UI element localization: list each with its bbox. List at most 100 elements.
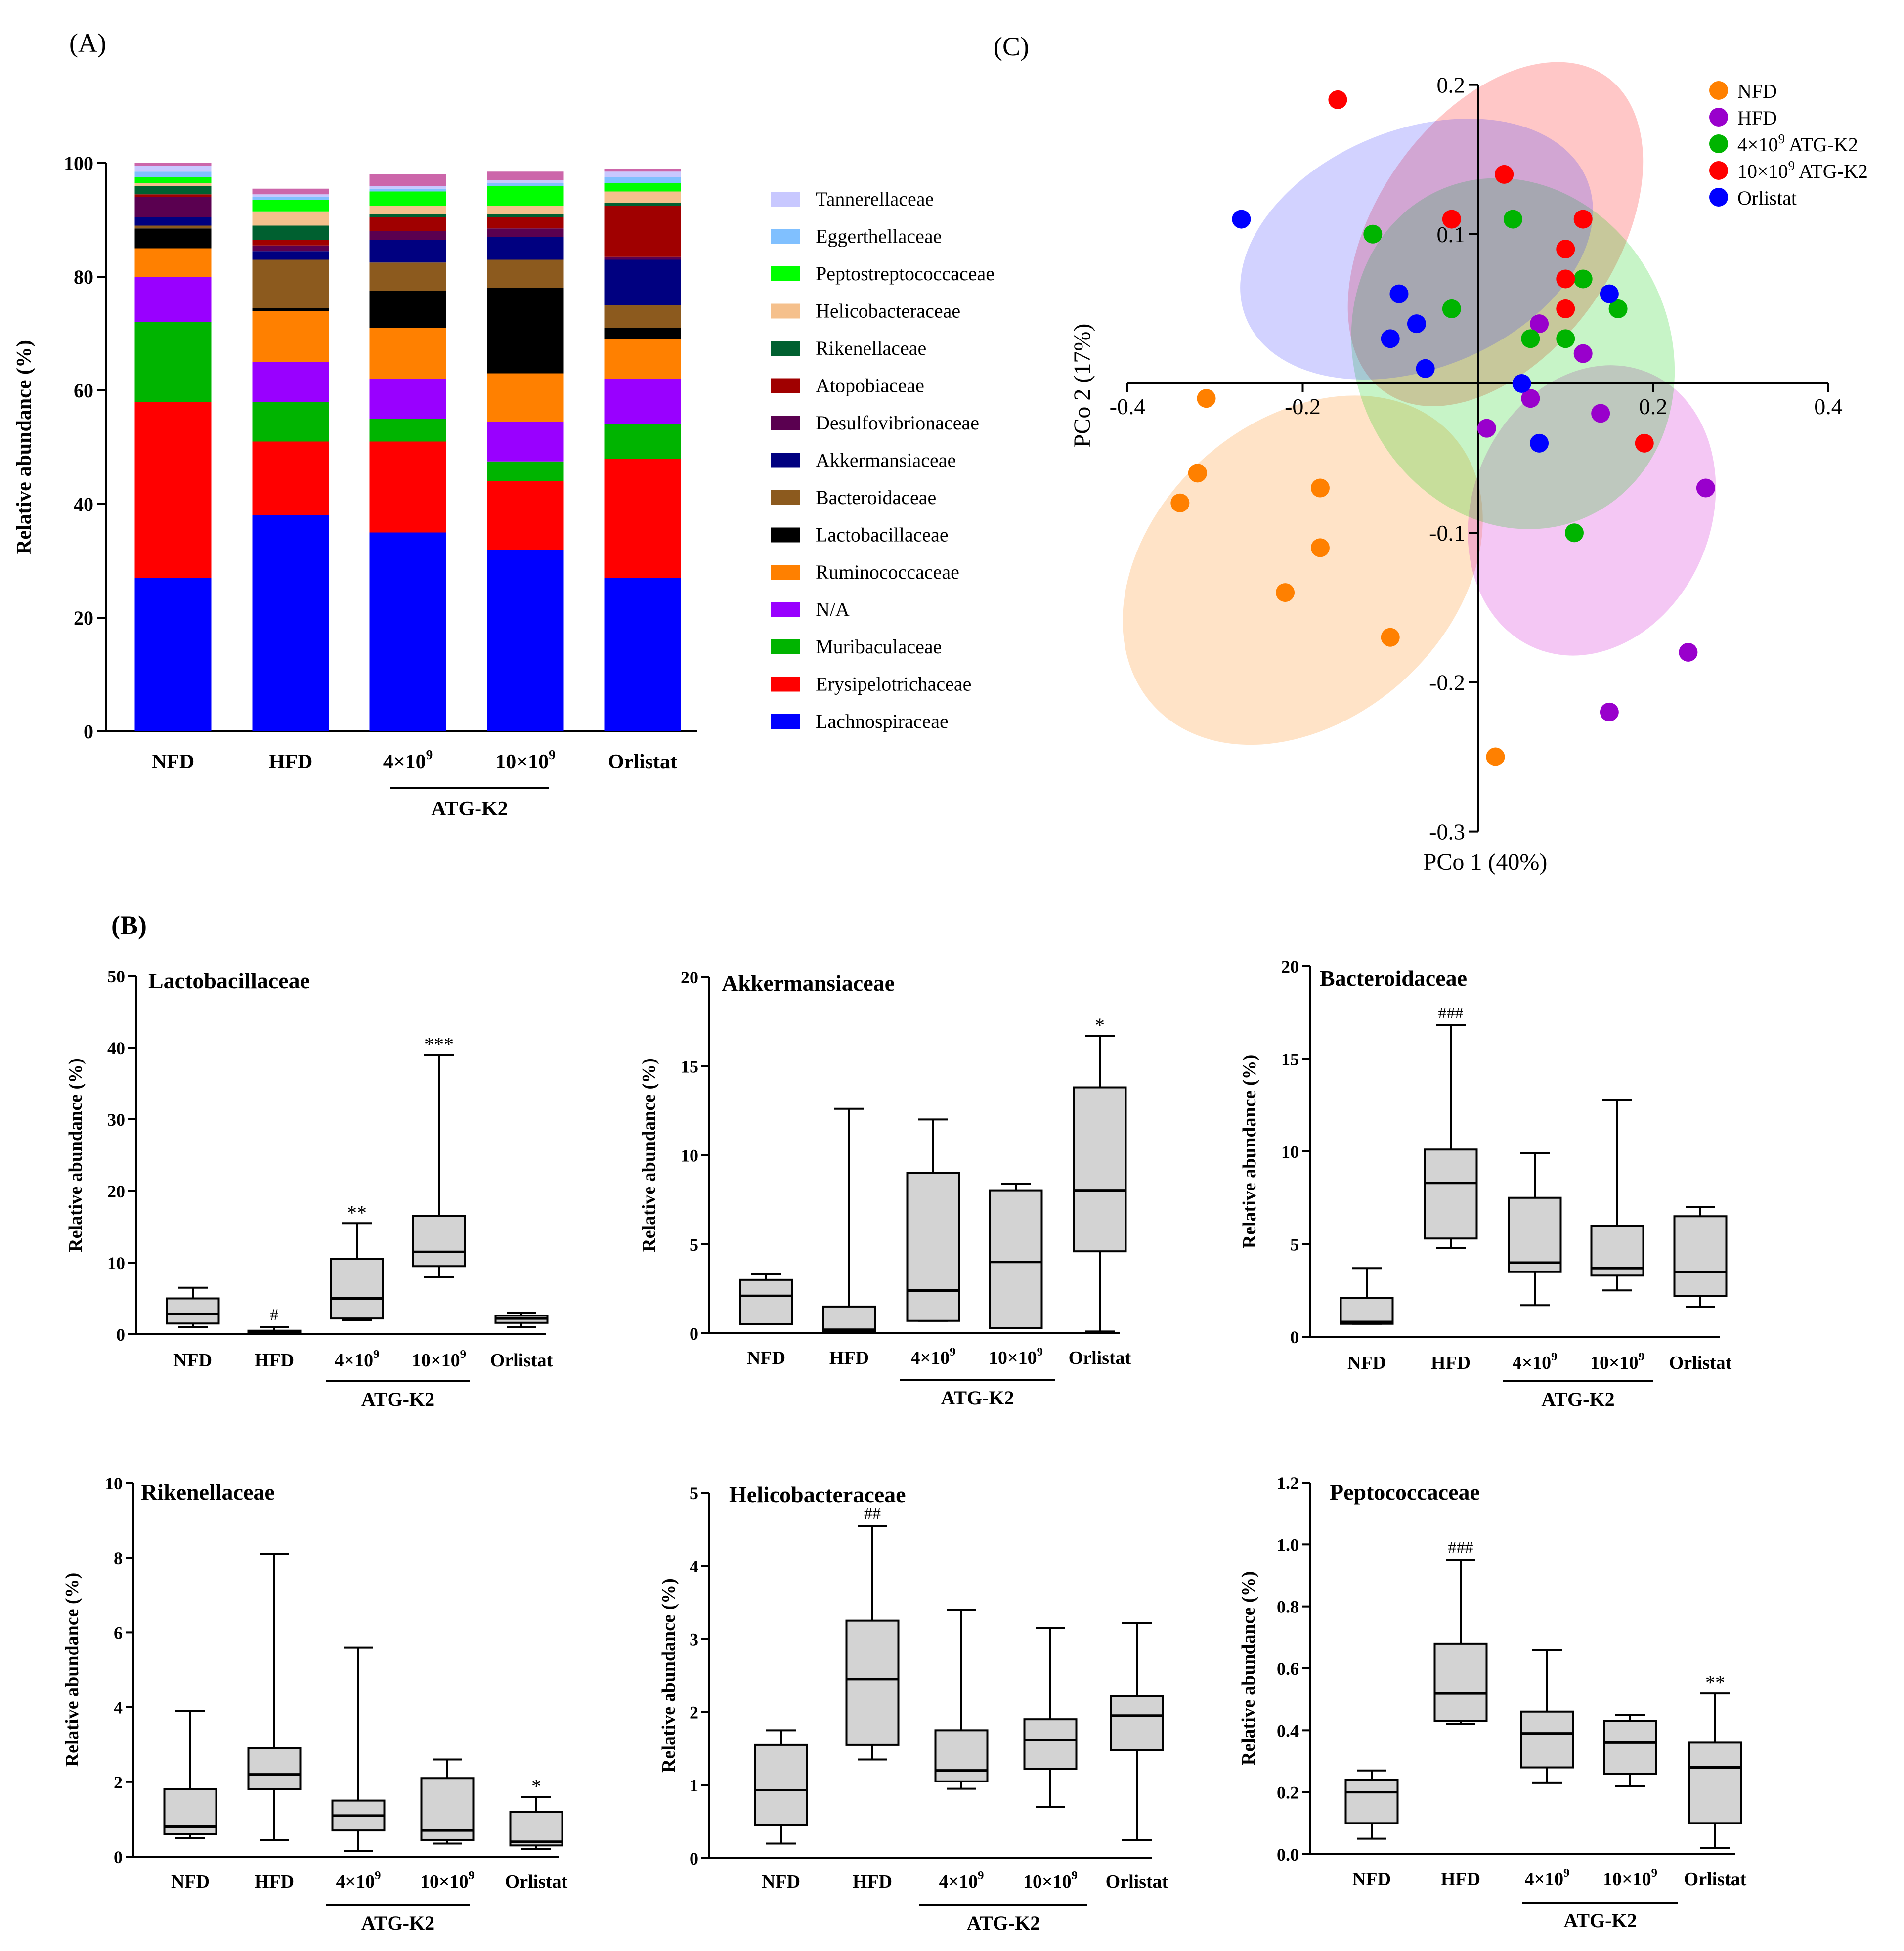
- box-10-10-9: [1023, 1627, 1078, 1808]
- scatter-point-10-10-9-atg-k2: [1635, 433, 1654, 453]
- bar-segment-helicobacteraceae: [487, 206, 564, 214]
- legend-swatch: [771, 303, 800, 319]
- scatter-point-orlistat: [1389, 284, 1409, 303]
- x-category-label: NFD: [1352, 1869, 1391, 1890]
- x-axis-label: PCo 1 (40%): [1424, 849, 1548, 875]
- x-category-label: 10×109: [1590, 1350, 1644, 1373]
- bar-segment-n-a: [604, 379, 681, 424]
- legend-label: Helicobacteraceae: [816, 300, 960, 322]
- bar-segment-n-a: [369, 379, 446, 419]
- box-nfd: [739, 1273, 793, 1325]
- group-label: ATG-K2: [361, 1388, 434, 1410]
- bar-segment-muribaculaceae: [369, 419, 446, 442]
- x-category-label: 4×109: [939, 1869, 984, 1892]
- box-iqr: [166, 1297, 220, 1325]
- box-plot-peptococcaceae: 0.0 0.2 0.4 0.6 0.8 1.0 1.2 Peptococcaceae Relat…: [1238, 1473, 1747, 1932]
- bar-segment-atopobiaceae: [604, 206, 681, 257]
- bar-segment-tannerellaceae: [134, 166, 212, 172]
- y-tick-label: 0: [1290, 1327, 1299, 1347]
- y-tick-label: 20: [681, 968, 698, 987]
- box-iqr: [845, 1619, 900, 1746]
- bar-segment-lachnospiraceae: [369, 532, 446, 731]
- y-tick-label: 1: [690, 1776, 698, 1795]
- x-category-label: 10×109: [420, 1869, 475, 1892]
- box-plot-bacteroidaceae: 0 5 10 15 20 Bacteroidaceae Relative abundance…: [1239, 957, 1732, 1410]
- box-iqr: [1073, 1086, 1127, 1253]
- scatter-point-hfd: [1573, 344, 1593, 363]
- legend-swatch: [771, 677, 800, 692]
- legend-swatch: [771, 639, 800, 654]
- bar-segment-muribaculaceae: [134, 322, 212, 402]
- legend-label: Akkermansiaceae: [816, 449, 956, 471]
- significance-mark: *: [531, 1775, 541, 1797]
- scatter-point-10-10-9-atg-k2: [1573, 210, 1593, 229]
- y-tick-label: 5: [690, 1484, 698, 1503]
- y-tick-label: 0.0: [1277, 1845, 1299, 1865]
- bar-segment-atopobiaceae: [369, 217, 446, 231]
- group-ellipse: [1351, 178, 1675, 529]
- y-tick-label: 0.2: [1277, 1783, 1299, 1803]
- panel-c-label: (C): [994, 32, 1029, 61]
- box-10-10-9: [420, 1758, 475, 1845]
- scatter-point-nfd: [1381, 628, 1400, 647]
- legend-marker: [1709, 188, 1728, 207]
- bar-segment-n-a: [487, 422, 564, 462]
- box-orlistat: [1673, 1206, 1728, 1308]
- legend-swatch: [771, 490, 800, 505]
- box-iqr: [1603, 1720, 1657, 1775]
- x-category-label: 10×109: [989, 1345, 1043, 1368]
- box-hfd: [845, 1525, 900, 1761]
- box-4-10-9: [934, 1609, 989, 1790]
- bar-segment-peptostreptococcaceae: [369, 191, 446, 206]
- x-category-label: Orlistat: [505, 1871, 568, 1892]
- bar-segment-akkermansiaceae: [369, 240, 446, 263]
- group-label: ATG-K2: [1541, 1388, 1614, 1410]
- y-tick-label: 15: [1281, 1050, 1299, 1069]
- box-hfd: [1433, 1559, 1488, 1725]
- legend-swatch: [771, 602, 800, 617]
- box-10-10-9: [989, 1183, 1043, 1329]
- box-iqr: [509, 1811, 563, 1847]
- legend-label: Muribaculaceae: [816, 636, 942, 658]
- legend-marker: [1709, 81, 1728, 100]
- box-nfd: [166, 1286, 220, 1328]
- bar-segment-muribaculaceae: [252, 402, 329, 442]
- significance-mark: ***: [424, 1033, 454, 1056]
- bar-segment-n-a: [134, 277, 212, 322]
- bar-segment-other: [604, 169, 681, 172]
- group-ellipse: [1123, 395, 1483, 745]
- legend-label: Bacteroidaceae: [816, 486, 936, 509]
- significance-mark: **: [1705, 1671, 1725, 1694]
- scatter-point-orlistat: [1600, 284, 1619, 303]
- box-10-10-9: [1603, 1714, 1657, 1787]
- bar-segment-other: [134, 163, 212, 166]
- bar-segment-rikenellaceae: [369, 214, 446, 217]
- bar-segment-helicobacteraceae: [252, 211, 329, 226]
- legend-swatch: [771, 527, 800, 543]
- bar-segment-desulfovibrionaceae: [252, 245, 329, 252]
- box-10-10-9: [1590, 1099, 1644, 1292]
- box-orlistat: [509, 1796, 563, 1850]
- box-plot-helicobacteraceae: 0 1 2 3 4 5 Helicobacteraceae Relative abundanc…: [658, 1482, 1168, 1934]
- bar-segment-n-a: [252, 362, 329, 402]
- y-tick-label: 10: [681, 1146, 698, 1166]
- legend-swatch: [771, 453, 800, 468]
- scatter-point-4-10-9-atg-k2: [1608, 299, 1628, 318]
- x-category-label: 4×109: [1525, 1866, 1570, 1890]
- scatter-point-hfd: [1679, 642, 1698, 662]
- plot-title: Rikenellaceae: [141, 1480, 275, 1505]
- scatter-point-hfd: [1600, 702, 1619, 721]
- bar-segment-bacteroidaceae: [487, 259, 564, 288]
- x-category-label: HFD: [829, 1348, 869, 1368]
- plot-title: Lactobacillaceae: [148, 968, 310, 993]
- plot-title: Helicobacteraceae: [729, 1482, 906, 1507]
- legend-label: 4×109 ATG-K2: [1737, 131, 1858, 156]
- x-category-label: NFD: [173, 1350, 212, 1371]
- legend-label: Rikenellaceae: [816, 337, 926, 359]
- x-category-label: Orlistat: [1106, 1871, 1168, 1892]
- legend-label: HFD: [1737, 107, 1777, 129]
- x-tick-label: -0.4: [1110, 394, 1146, 419]
- stacked-bar-chart-a: 0 20 40 60 80 100 Relative abundance (%) NFD HFD…: [13, 152, 995, 820]
- y-tick-label: 0: [84, 721, 93, 743]
